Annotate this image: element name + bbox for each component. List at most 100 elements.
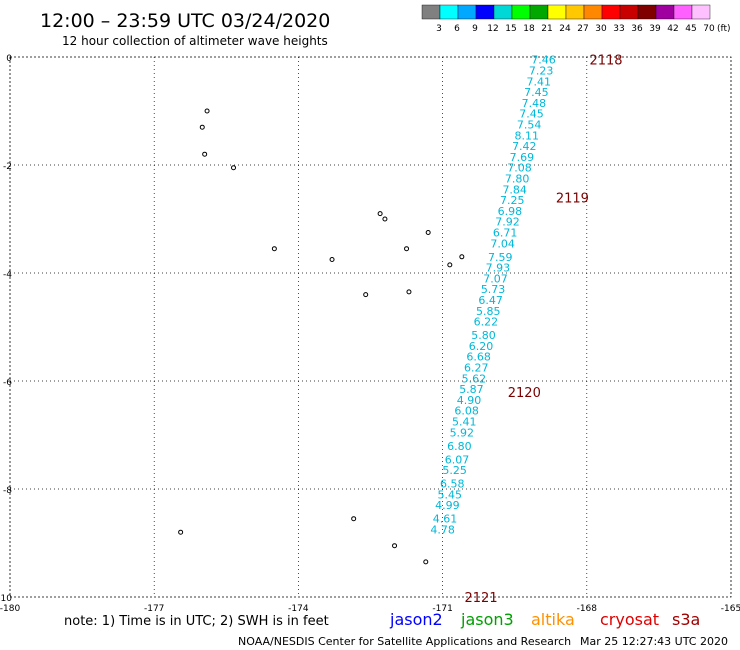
legend-label: 45 (685, 24, 696, 34)
wave-height-value: 7.84 (502, 183, 527, 196)
altimeter-track: 7.467.237.417.457.487.457.548.117.427.69… (430, 54, 555, 537)
pass-number-label: 2118 (589, 54, 622, 69)
wave-height-value: 7.92 (495, 216, 520, 229)
island-outline (178, 529, 184, 535)
wave-height-value: 6.22 (474, 316, 499, 329)
wave-height-value: 7.23 (529, 65, 554, 78)
satellite-legend: jason2 jason3 altika cryosat s3a (389, 610, 700, 629)
island-outline (377, 211, 383, 217)
y-tick-label: -4 (3, 270, 12, 280)
legend-swatch (619, 4, 639, 20)
island-outline (351, 516, 357, 522)
island-outline (423, 559, 429, 565)
legend-swatch (601, 4, 621, 20)
island-outline (404, 246, 410, 252)
legend-label: 21 (541, 24, 552, 34)
legend-label: 9 (472, 24, 478, 34)
island-outline (459, 254, 465, 260)
legend-swatch (529, 4, 549, 20)
axis-ticks: -180 -177 -174 -171 -168 -165 0 -2 -4 -6 -8 -10 (0, 54, 740, 614)
wave-height-value: 7.80 (505, 173, 530, 186)
wave-height-value: 5.85 (476, 305, 501, 318)
island-outline (392, 543, 398, 549)
wave-height-value: 6.58 (440, 478, 465, 491)
legend-swatch (421, 4, 441, 20)
wave-height-value: 5.25 (442, 464, 467, 477)
wave-height-value: 4.61 (433, 513, 458, 526)
island-outline (204, 108, 210, 114)
wave-height-value: 7.46 (531, 54, 556, 67)
legend-label: 12 (487, 24, 498, 34)
wave-height-value: 6.27 (464, 362, 489, 375)
satellite-altika: altika (531, 610, 575, 629)
legend-label: 6 (454, 24, 460, 34)
color-legend: 3 6 9 12 15 18 21 24 27 30 33 36 39 42 45 70 (ft) (421, 4, 731, 34)
legend-label: 39 (649, 24, 661, 34)
wave-height-value: 5.87 (459, 383, 484, 396)
map-border (9, 56, 732, 598)
legend-label: 15 (505, 24, 516, 34)
wave-height-value: 7.42 (512, 140, 537, 153)
legend-swatch (511, 4, 531, 20)
satellite-cryosat: cryosat (600, 610, 659, 629)
wave-height-value: 7.69 (510, 151, 535, 164)
graticule (10, 57, 731, 597)
legend-swatch (565, 4, 585, 20)
wave-height-value: 7.48 (522, 97, 547, 110)
island-outline (231, 165, 237, 171)
wave-height-value: 4.78 (430, 524, 455, 537)
legend-swatch (655, 4, 675, 20)
wave-height-value: 7.25 (500, 194, 525, 207)
wave-height-value: 7.59 (488, 251, 513, 264)
island-outline (363, 292, 369, 298)
legend-swatch (691, 4, 711, 20)
wave-height-value: 7.45 (519, 108, 544, 121)
pass-number-label: 2121 (465, 591, 498, 606)
y-tick-label: -10 (0, 594, 12, 604)
x-tick-label: -177 (144, 604, 164, 614)
legend-swatch (637, 4, 657, 20)
wave-height-value: 7.04 (490, 237, 515, 250)
satellite-s3a: s3a (672, 610, 700, 629)
x-tick-label: -171 (432, 604, 452, 614)
island-outline (382, 216, 388, 222)
satellite-jason3: jason3 (460, 610, 514, 629)
pass-number-label: 2120 (508, 386, 541, 401)
wave-height-value: 5.92 (450, 426, 475, 439)
pass-number-label: 2119 (556, 191, 589, 206)
map-subtitle: 12 hour collection of altimeter wave hei… (62, 34, 328, 48)
wave-height-value: 7.07 (483, 272, 508, 285)
legend-label: 70 (703, 24, 715, 34)
credit-text: NOAA/NESDIS Center for Satellite Applica… (238, 635, 571, 648)
x-tick-label: -180 (0, 604, 20, 614)
wave-height-value: 7.54 (517, 119, 542, 132)
legend-swatch (673, 4, 693, 20)
island-outline (329, 257, 335, 262)
island-outline (271, 246, 277, 252)
wave-height-value: 6.71 (493, 227, 518, 240)
footer-note: note: 1) Time is in UTC; 2) SWH is in fe… (64, 614, 329, 629)
island-outline (199, 124, 205, 130)
islands (178, 108, 465, 565)
wave-height-value: 5.62 (462, 372, 487, 385)
wave-height-value: 6.80 (447, 440, 472, 453)
y-tick-label: -8 (3, 486, 12, 496)
pass-labels: 2118 2119 2120 2121 (465, 54, 623, 606)
wave-height-value: 7.45 (524, 86, 549, 99)
y-tick-label: 0 (6, 54, 12, 64)
satellite-jason2: jason2 (389, 610, 443, 629)
wave-height-value: 5.80 (471, 329, 496, 342)
wave-height-value: 5.45 (438, 488, 463, 501)
wave-height-value: 7.41 (526, 75, 551, 88)
wave-height-value: 8.11 (514, 129, 539, 142)
wave-height-value: 6.47 (478, 294, 503, 307)
island-outline (425, 230, 431, 235)
wave-height-value: 6.07 (445, 453, 470, 466)
map-title: 12:00 – 23:59 UTC 03/24/2020 (40, 10, 330, 32)
x-tick-label: -174 (288, 604, 309, 614)
legend-label: 36 (631, 24, 643, 34)
wave-height-value: 7.93 (486, 262, 511, 275)
legend-unit: (ft) (717, 24, 731, 34)
